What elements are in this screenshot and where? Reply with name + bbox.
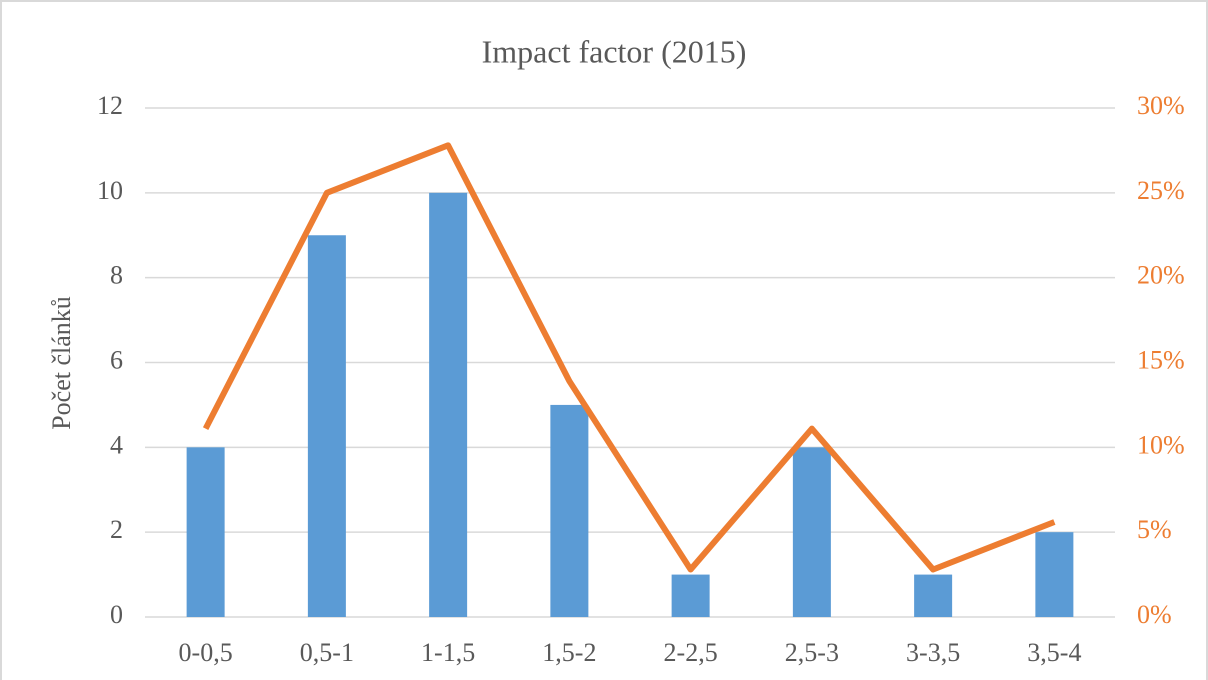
bar: [914, 574, 953, 617]
line: [202, 142, 1056, 573]
x-tick-label: 2,5-3: [785, 638, 839, 667]
bar: [671, 574, 710, 617]
bar: [792, 447, 831, 617]
bar: [186, 447, 225, 617]
y-tick-label: 2: [110, 515, 123, 544]
y2-tick-label: 15%: [1137, 345, 1185, 374]
bar: [550, 404, 589, 617]
y2-tick-label: 0%: [1137, 600, 1172, 629]
y-tick-label: 4: [110, 430, 123, 459]
x-tick-label: 1,5-2: [542, 638, 596, 667]
chart-title: Impact factor (2015): [482, 33, 747, 69]
y-tick-label: 0: [110, 600, 123, 629]
y-tick-label: 10: [97, 176, 123, 205]
x-tick-label: 0,5-1: [300, 638, 354, 667]
x-tick-label: 0-0,5: [179, 638, 233, 667]
y-tick-label: 6: [110, 345, 123, 374]
x-tick-label: 1-1,5: [421, 638, 475, 667]
y-tick-label: 12: [97, 91, 123, 120]
bar: [429, 192, 468, 618]
y-tick-label: 8: [110, 261, 123, 290]
y2-tick-label: 10%: [1137, 430, 1185, 459]
y2-tick-label: 30%: [1137, 91, 1185, 120]
bar: [1035, 532, 1074, 617]
x-tick-label: 3-3,5: [906, 638, 960, 667]
y2-tick-label: 5%: [1137, 515, 1172, 544]
y2-tick-label: 20%: [1137, 261, 1185, 290]
y-axis-label: Počet článků: [47, 296, 76, 430]
y2-tick-label: 25%: [1137, 176, 1185, 205]
bar: [307, 235, 346, 617]
x-tick-label: 2-2,5: [664, 638, 718, 667]
x-tick-label: 3,5-4: [1027, 638, 1081, 667]
